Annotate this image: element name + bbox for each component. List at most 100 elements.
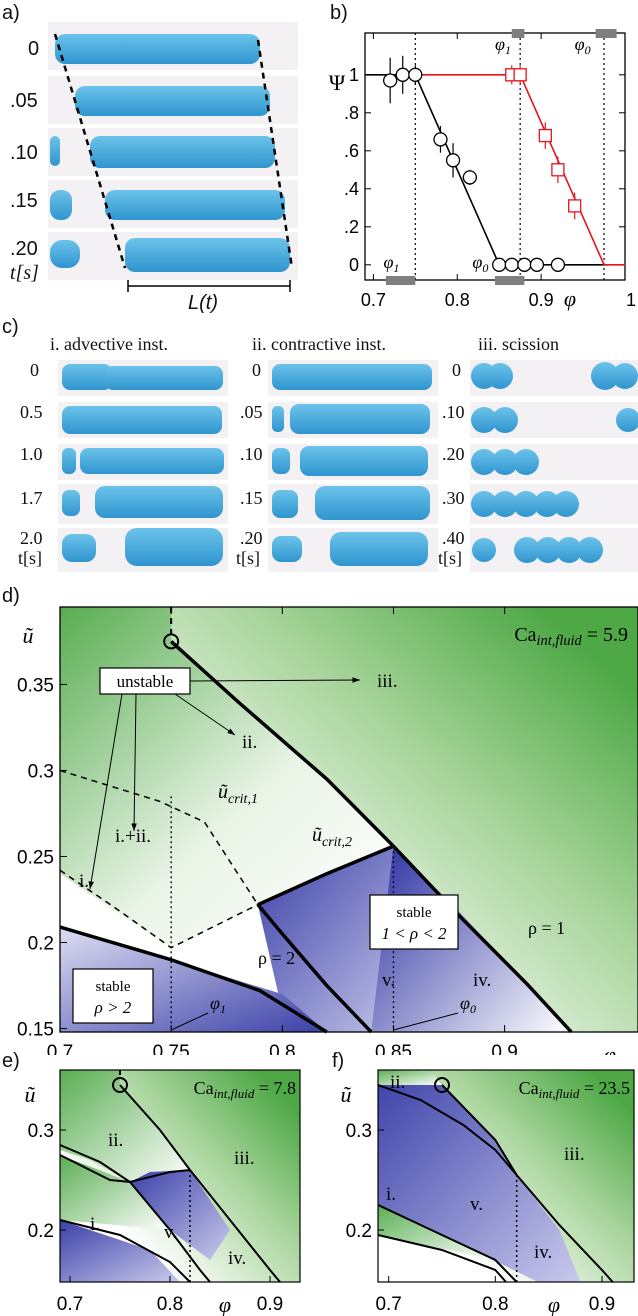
chart-f-line-rho1: [441, 1084, 614, 1283]
chart-e-frame: [59, 1069, 301, 1283]
chart-e-label-v: v.: [164, 1222, 177, 1243]
chart-e-region-ii: [60, 1070, 190, 1182]
panel-b-ytick-label: .8: [344, 103, 359, 123]
panel-b-xlabel: φ: [564, 286, 576, 311]
panel-c-photo-strips: [58, 360, 638, 572]
panel-b-point-black: [492, 257, 507, 272]
panel-b-xtick-label: 0.8: [445, 290, 470, 310]
panel-a-length-label: L(t): [188, 292, 218, 314]
panel-d-arrow-iii-head: [352, 677, 360, 683]
panel-b-phi0-lower: φ0: [472, 252, 488, 275]
panel-a-time-0: 0: [28, 38, 40, 60]
panel-b-xtick-label: 1: [626, 290, 636, 310]
panel-d-arrow-i-ii-head: [131, 823, 137, 831]
panel-d-label-iii: iii.: [377, 671, 398, 692]
panel-d-xtick-label: 0.8: [269, 1042, 295, 1055]
chart-f-label-v: v.: [470, 1194, 483, 1215]
panel-d-stable-box-right: [369, 894, 459, 950]
panel-d-ytick-label: 0.3: [28, 761, 54, 782]
panel-b-point-black: [433, 132, 448, 147]
panel-d-phase-diagram: 0.7 0.75 0.8 0.85 0.9 0.15 0.2 0.25 0.3 0.35 ũ φ ii.…: [17, 606, 638, 1055]
chart-f-xtick-label: 0.7: [375, 1294, 401, 1315]
panel-b-point-black: [517, 257, 532, 272]
panel-d-xtick-label: 0.7: [47, 1042, 73, 1055]
panel-d-ytick-label: 0.15: [17, 1020, 54, 1041]
panel-d-ytick-label: 0.2: [28, 934, 54, 955]
panel-d-line-rho2: [59, 925, 328, 1034]
panel-c-col1-time-4: 2.0: [20, 528, 43, 548]
chart-f-line-a: [377, 1084, 518, 1176]
panel-d-label-i-ii: i.+ii.: [115, 826, 151, 847]
panel-b-ytick-label: .4: [344, 179, 359, 199]
panel-d-line-ucrit1: [59, 769, 259, 906]
panel-b-point-black: [395, 67, 410, 82]
panel-d-line-dashed-lower: [59, 869, 259, 949]
panel-b-point-black: [550, 257, 566, 272]
panel-d-stable-right-1: stable: [397, 905, 432, 921]
panel-a-time-4: .20: [10, 238, 38, 260]
chart-e-ytick-label: 0.3: [28, 1121, 54, 1142]
panel-c-title-3: iii. scission: [478, 334, 560, 354]
chart-f-label-i: i.: [386, 1184, 396, 1205]
panel-b-point-red: [538, 128, 552, 143]
chart-f-ytick-label: 0.2: [346, 1221, 372, 1242]
panel-a-time-2: .10: [10, 142, 38, 164]
panel-b-ytick-label: .2: [344, 217, 359, 237]
panel-c-title-1: i. advective inst.: [50, 334, 168, 354]
panel-d-arrow-i-ii: [133, 693, 137, 832]
panel-d-xtick-label: 0.85: [375, 1042, 412, 1055]
panel-c-col3-time-3: .30: [442, 488, 465, 508]
panel-c-col2-time-0: 0: [252, 360, 261, 380]
panel-d-arrow-iii: [189, 679, 361, 682]
panel-d-label-ucrit1: ũcrit,1: [218, 781, 258, 807]
panel-a-photo-strip: [48, 22, 298, 292]
panel-c-col1-time-3: 1.7: [20, 488, 43, 508]
chart-f-label-ii: ii.: [390, 1072, 405, 1093]
panel-d-ylabel: ũ: [23, 623, 34, 648]
chart-e-label-iv: iv.: [228, 1248, 246, 1269]
panel-c-col2-time-3: .15: [240, 488, 263, 508]
chart-f-endpoint-marker: [434, 1077, 450, 1093]
panel-b-threshold-marker: [495, 276, 525, 285]
panel-c-droplets: [62, 362, 638, 566]
panel-a-time-unit: t[s]: [10, 262, 39, 284]
panel-label-c: c): [2, 316, 19, 338]
panel-c-col3-time-4: .40: [442, 528, 465, 548]
panel-b-phi1-upper: φ1: [495, 34, 511, 57]
chart-f-xtick-label: 0.9: [589, 1294, 615, 1315]
chart-f-ca-label: Caint,fluid = 23.5: [519, 1078, 630, 1101]
panel-c-col2-time-1: .05: [240, 402, 263, 422]
panel-c-col3-time-1: .10: [442, 402, 465, 422]
panel-d-endpoint-marker: [163, 633, 180, 650]
panel-d-phi1-label: φ1: [210, 993, 226, 1016]
panel-d-unstable-box: [99, 667, 191, 695]
panel-d-xlabel: φ: [604, 1042, 616, 1055]
panel-b-point-black: [529, 257, 545, 272]
chart-e-ylabel: ũ: [25, 1082, 36, 1107]
panel-b-point-red: [568, 199, 582, 213]
panel-b-point-black: [408, 67, 423, 82]
panel-b-phi0-upper: φ0: [575, 34, 591, 57]
panel-d-arrow-i: [89, 693, 123, 890]
panel-d-arrow-i-head: [88, 881, 94, 889]
chart-f-ytick-label: 0.3: [346, 1121, 372, 1142]
panel-d-label-ii: ii.: [242, 732, 257, 753]
panel-b-phi1-lower: φ1: [383, 252, 399, 275]
chart-e-ytick-label: 0.2: [28, 1221, 54, 1242]
panel-e-phase-diagram: 0.7 0.8 0.9 0.2 0.3 ũ φ Caint,fluid = 7.8 ii. iii…: [25, 1069, 301, 1316]
panel-d-xtick-label: 0.75: [153, 1042, 190, 1055]
panel-c-col3-unit: t[s]: [438, 548, 462, 568]
panel-d-region-iv: [371, 846, 572, 1032]
panel-d-label-ucrit2: ũcrit,2: [312, 824, 352, 850]
panel-a-droplet-trains: [50, 34, 290, 272]
panel-c-col2-time-4: .20: [240, 528, 263, 548]
chart-f-xtick-label: 0.8: [482, 1294, 508, 1315]
panel-c-col3-time-2: .20: [442, 444, 465, 464]
panel-d-line-boundary-v: [256, 903, 373, 1034]
panel-b-threshold-marker: [595, 29, 617, 38]
chart-f-xlabel: φ: [548, 1292, 560, 1316]
chart-e-label-iii: iii.: [234, 1148, 255, 1169]
chart-e-xtick-label: 0.8: [157, 1294, 183, 1315]
chart-e-line-rho1: [119, 1084, 281, 1283]
panel-label-e: e): [2, 1050, 20, 1072]
